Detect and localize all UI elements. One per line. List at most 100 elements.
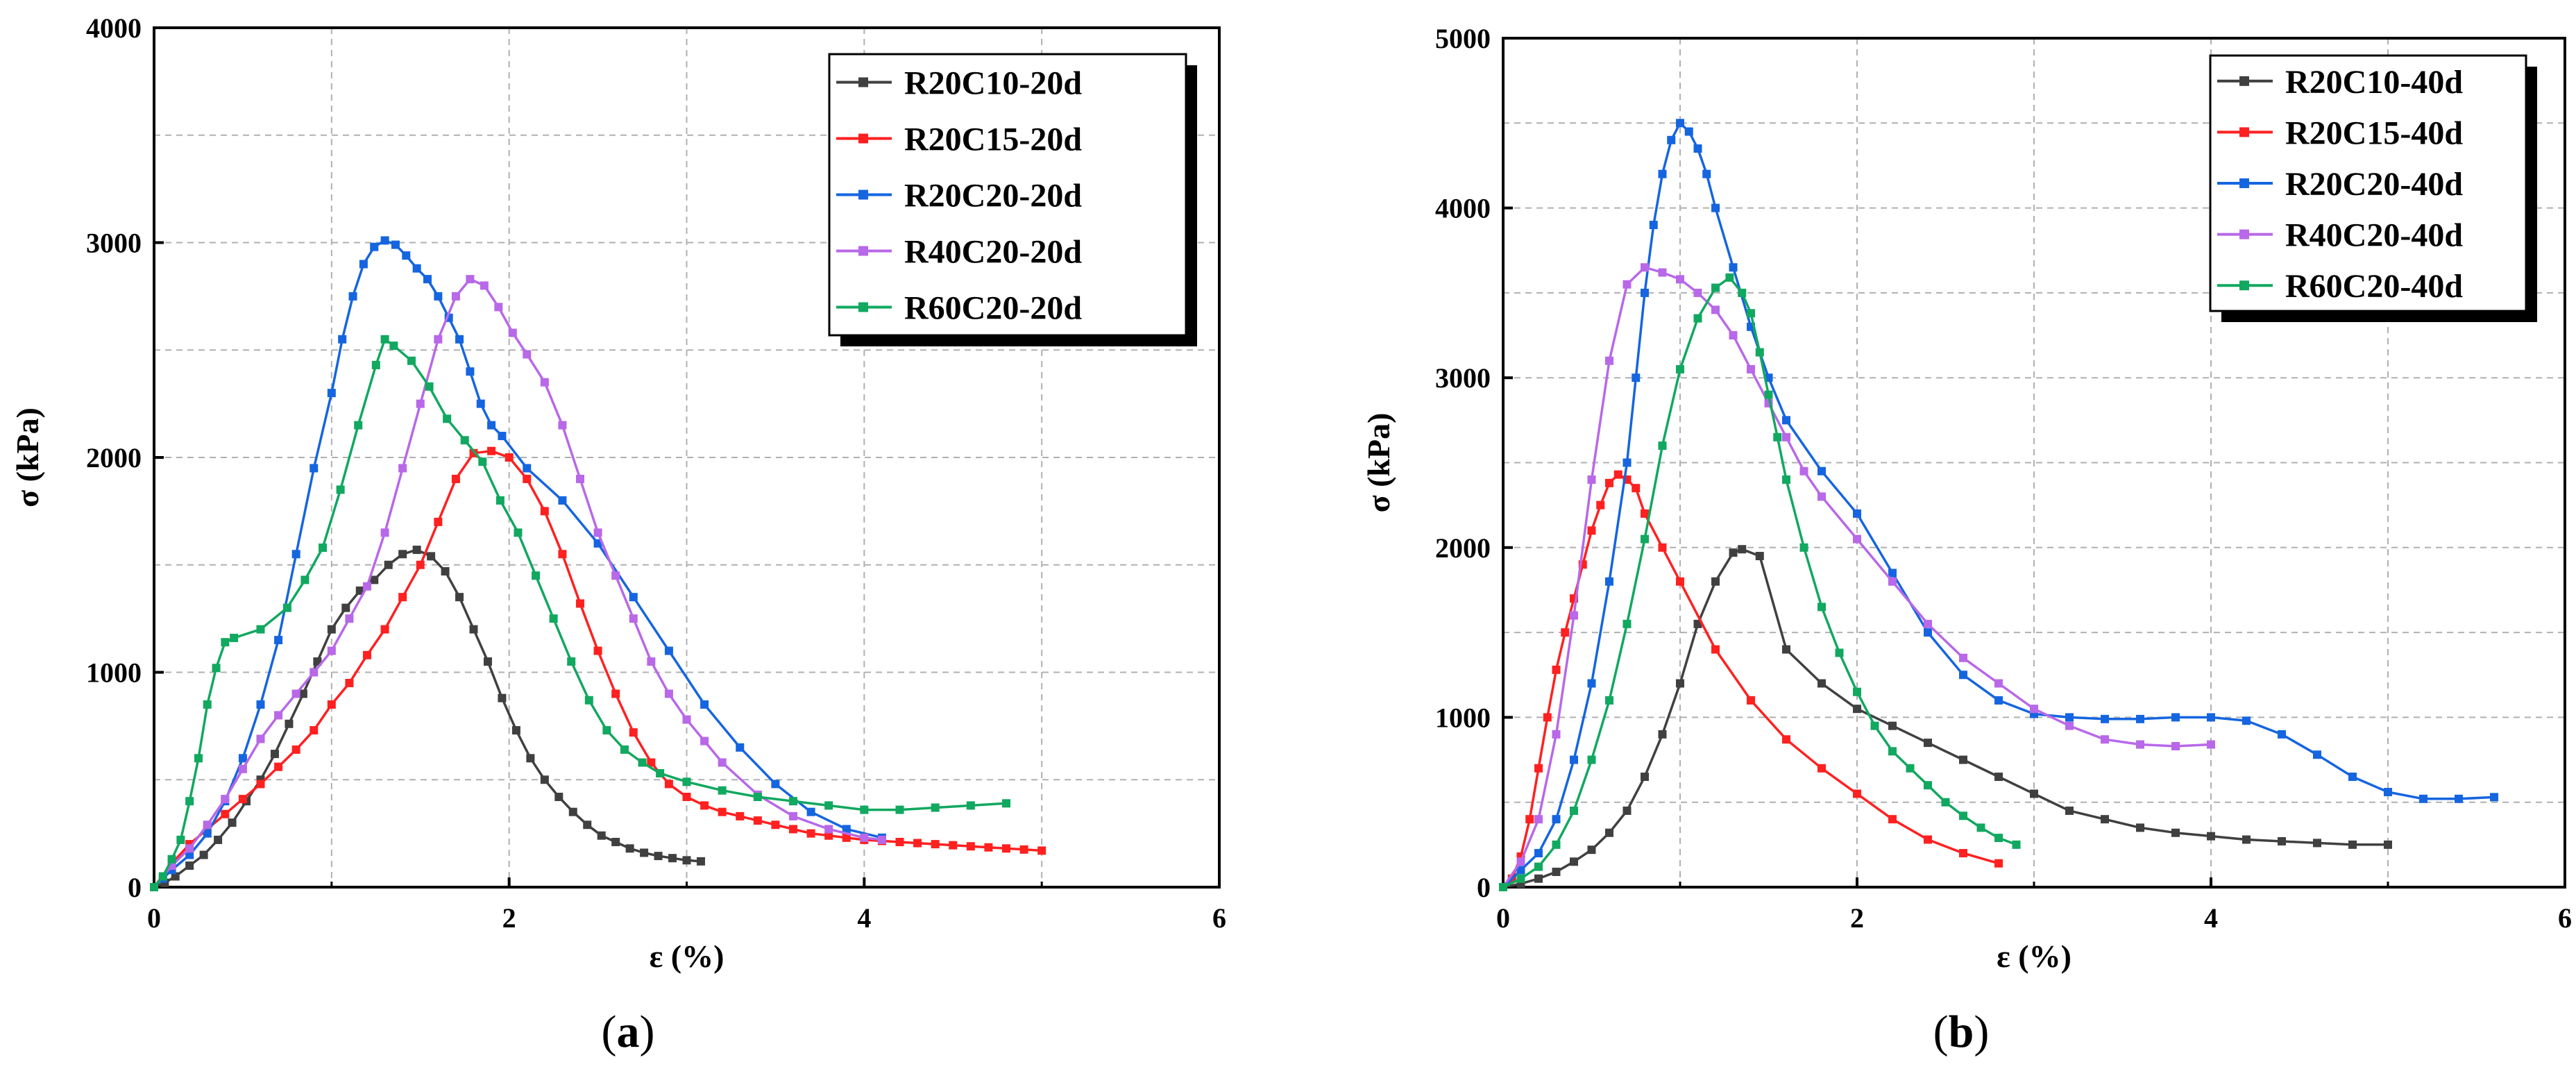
data-point [256, 625, 265, 634]
data-point [1516, 874, 1525, 883]
data-point [469, 625, 478, 634]
y-tick-label: 1000 [1435, 702, 1491, 733]
data-point [1817, 764, 1826, 773]
legend-swatch-marker [858, 302, 868, 312]
data-point [274, 762, 283, 771]
data-point [1755, 552, 1764, 561]
data-point [1693, 144, 1702, 153]
data-point [1817, 492, 1826, 501]
data-point [1959, 671, 1967, 680]
data-point [1552, 867, 1561, 876]
legend-entry: R40C20-20d [904, 234, 1082, 271]
data-point [514, 528, 523, 537]
data-point [1632, 484, 1641, 493]
data-point [2065, 806, 2074, 815]
data-point [638, 758, 647, 767]
data-point [2278, 836, 2286, 845]
data-point [2419, 794, 2427, 803]
data-point [443, 414, 452, 423]
series-group [1499, 119, 2498, 891]
data-point [2030, 789, 2038, 798]
data-point [664, 780, 673, 789]
data-point [167, 855, 176, 864]
panel-caption: (a) [602, 1007, 655, 1057]
data-point [1605, 828, 1613, 837]
data-point [1799, 543, 1808, 552]
data-point [1641, 773, 1649, 782]
data-point [427, 552, 436, 561]
data-point [1853, 789, 1861, 798]
data-point [1773, 432, 1782, 441]
data-point [620, 745, 629, 754]
data-point [412, 264, 421, 273]
data-point [423, 275, 432, 284]
legend-swatch-marker [858, 77, 868, 87]
data-point [1641, 509, 1649, 518]
x-tick-label: 2 [502, 902, 516, 934]
data-point [282, 603, 291, 612]
data-point [984, 843, 993, 852]
data-point [158, 872, 167, 881]
data-point [540, 507, 549, 516]
data-point [483, 657, 492, 666]
series-R20C20-20d [150, 236, 886, 891]
data-point [629, 593, 638, 602]
data-point [2278, 730, 2286, 739]
data-point [558, 550, 567, 559]
data-point [1994, 679, 2003, 688]
data-point [380, 236, 389, 245]
x-axis-title: ε (%) [650, 938, 724, 974]
legend-swatch-marker [858, 190, 868, 200]
data-point [1605, 696, 1613, 705]
data-point [824, 831, 833, 840]
data-point [2242, 835, 2251, 844]
data-point [498, 432, 507, 441]
data-point [291, 689, 300, 698]
data-point [1534, 815, 1543, 824]
data-point [327, 389, 336, 398]
data-point [1693, 314, 1702, 323]
data-point [1499, 883, 1507, 891]
legend-swatch-marker [2239, 229, 2249, 239]
data-point [806, 807, 815, 816]
data-point [1525, 815, 1534, 824]
data-point [1037, 846, 1046, 855]
data-point [150, 883, 158, 891]
data-point [1888, 721, 1897, 730]
data-point [1941, 798, 1950, 807]
data-point [860, 805, 869, 814]
data-point [2207, 740, 2215, 749]
data-point [1534, 764, 1543, 773]
data-point [256, 780, 265, 789]
data-point [1924, 781, 1932, 790]
data-point [478, 457, 487, 466]
data-point [1817, 679, 1826, 688]
data-point [1711, 305, 1720, 314]
data-point [2101, 714, 2109, 723]
data-point [1658, 543, 1667, 552]
y-axis-title: σ (kPa) [10, 407, 45, 507]
data-point [398, 464, 407, 473]
data-point [682, 793, 691, 802]
data-point [558, 496, 567, 505]
data-point [2171, 741, 2180, 750]
data-point [931, 840, 940, 849]
data-point [1782, 416, 1790, 425]
data-point [466, 367, 475, 376]
data-point [1729, 263, 1738, 272]
data-point [256, 734, 265, 743]
data-point [771, 820, 780, 830]
series-R20C15-20d [150, 446, 1046, 891]
data-point [505, 453, 514, 462]
data-point [1711, 283, 1720, 292]
data-point [221, 638, 230, 647]
series-line [1502, 276, 2017, 889]
data-point [1959, 653, 1967, 662]
data-point [700, 801, 709, 810]
y-tick-label: 3000 [86, 228, 142, 259]
data-point [203, 700, 212, 709]
data-point [2171, 828, 2180, 837]
data-point [2490, 793, 2498, 802]
series-line [153, 239, 883, 889]
y-tick-label: 2000 [86, 442, 142, 473]
